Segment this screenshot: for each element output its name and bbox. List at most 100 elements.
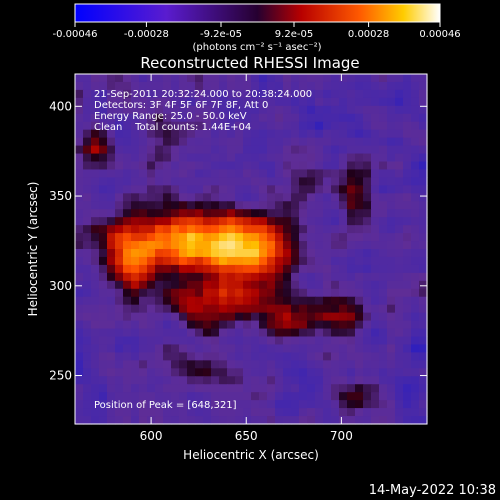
heatmap-cell <box>347 280 356 290</box>
heatmap-cell <box>259 225 268 234</box>
heatmap-cell <box>339 97 348 107</box>
heatmap-cell <box>283 344 292 353</box>
heatmap-cell <box>91 360 100 369</box>
heatmap-cell <box>339 256 348 266</box>
heatmap-cell <box>219 241 228 250</box>
heatmap-cell <box>363 392 372 401</box>
heatmap-cell <box>355 368 364 377</box>
heatmap-cell <box>139 81 148 91</box>
heatmap-cell <box>419 328 428 338</box>
heatmap-cell <box>323 416 332 425</box>
heatmap-cell <box>347 137 356 147</box>
heatmap-cell <box>251 376 260 385</box>
heatmap-cell <box>115 249 124 258</box>
heatmap-cell <box>91 368 100 377</box>
heatmap-cell <box>99 81 108 91</box>
heatmap-cell <box>299 272 308 282</box>
heatmap-cell <box>75 145 84 155</box>
heatmap-cell <box>291 169 300 178</box>
heatmap-cell <box>323 264 332 274</box>
heatmap-cell <box>91 74 100 83</box>
heatmap-cell <box>283 288 292 298</box>
heatmap-cell <box>251 400 260 409</box>
heatmap-cell <box>251 360 260 369</box>
heatmap-cell <box>339 225 348 234</box>
heatmap-cell <box>371 384 380 393</box>
heatmap-cell <box>371 352 380 361</box>
heatmap-cell <box>179 185 188 194</box>
heatmap-cell <box>395 137 404 147</box>
heatmap-cell <box>339 280 348 290</box>
heatmap-cell <box>123 209 132 218</box>
heatmap-cell <box>91 81 100 91</box>
heatmap-cell <box>219 121 228 131</box>
heatmap-cell <box>283 416 292 425</box>
heatmap-cell <box>403 225 412 234</box>
heatmap-cell <box>339 328 348 338</box>
heatmap-cell <box>211 97 220 107</box>
heatmap-cell <box>347 352 356 361</box>
heatmap-cell <box>115 312 124 322</box>
heatmap-cell <box>187 209 196 218</box>
heatmap-cell <box>347 296 356 306</box>
heatmap-cell <box>331 256 340 266</box>
heatmap-cell <box>203 280 212 290</box>
heatmap-cell <box>91 376 100 385</box>
heatmap-cell <box>243 392 252 401</box>
heatmap-cell <box>99 336 108 346</box>
heatmap-cell <box>195 304 204 314</box>
heatmap-cell <box>403 336 412 346</box>
heatmap-cell <box>107 296 116 306</box>
heatmap-cell <box>379 344 388 353</box>
heatmap-cell <box>283 280 292 290</box>
heatmap-cell <box>291 416 300 425</box>
heatmap-cell <box>379 392 388 401</box>
heatmap-cell <box>251 209 260 218</box>
heatmap-cell <box>107 256 116 266</box>
heatmap-cell <box>171 81 180 91</box>
heatmap-cell <box>315 121 324 131</box>
heatmap-cell <box>91 97 100 107</box>
heatmap-cell <box>395 145 404 155</box>
heatmap-cell <box>155 233 164 242</box>
heatmap-cell <box>115 97 124 107</box>
heatmap-cell <box>123 400 132 409</box>
heatmap-cell <box>171 105 180 115</box>
heatmap-cell <box>379 201 388 210</box>
heatmap-cell <box>339 368 348 377</box>
heatmap-cell <box>83 225 92 234</box>
heatmap-cell <box>307 177 316 186</box>
heatmap-cell <box>219 280 228 290</box>
heatmap-cell <box>387 376 396 385</box>
heatmap-cell <box>227 129 236 139</box>
heatmap-cell <box>251 177 260 186</box>
heatmap-cell <box>275 408 284 417</box>
heatmap-cell <box>203 233 212 242</box>
heatmap-cell <box>395 304 404 314</box>
heatmap-cell <box>267 256 276 266</box>
heatmap-cell <box>275 161 284 171</box>
heatmap-cell <box>171 272 180 282</box>
heatmap-cell <box>99 241 108 250</box>
heatmap-cell <box>371 145 380 155</box>
heatmap-cell <box>115 272 124 282</box>
heatmap-cell <box>227 304 236 314</box>
heatmap-cell <box>83 113 92 123</box>
heatmap-cell <box>323 129 332 139</box>
heatmap-cell <box>267 233 276 242</box>
heatmap-cell <box>363 376 372 385</box>
heatmap-cell <box>267 272 276 282</box>
heatmap-cell <box>379 193 388 202</box>
heatmap-cell <box>419 416 428 425</box>
heatmap-cell <box>355 233 364 242</box>
heatmap-cell <box>83 74 92 83</box>
heatmap-cell <box>259 280 268 290</box>
heatmap-cell <box>315 392 324 401</box>
heatmap-cell <box>387 328 396 338</box>
heatmap-cell <box>147 272 156 282</box>
heatmap-cell <box>363 145 372 155</box>
heatmap-cell <box>139 312 148 322</box>
heatmap-cell <box>363 177 372 186</box>
heatmap-cell <box>371 193 380 202</box>
heatmap-cell <box>347 97 356 107</box>
